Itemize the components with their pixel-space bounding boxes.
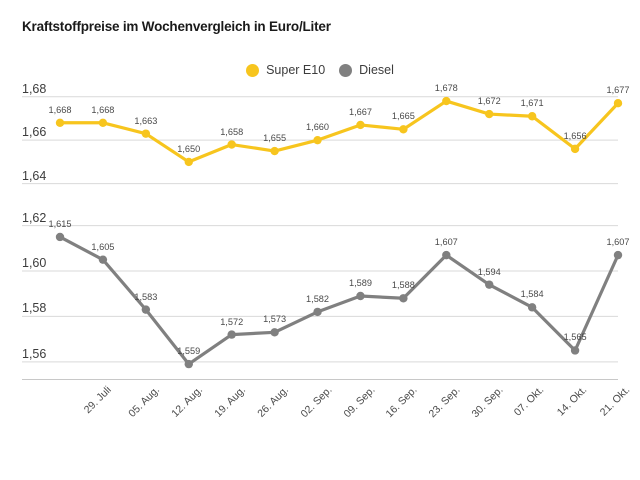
legend-label-super-e10: Super E10 [266, 63, 326, 77]
x-axis-tick-label: 16. Sep. [383, 384, 421, 421]
data-point[interactable] [313, 307, 322, 317]
series-line [58, 99, 620, 164]
data-point[interactable] [184, 157, 193, 167]
data-point-label: 1,573 [263, 314, 287, 325]
data-point-label: 1,660 [306, 122, 330, 133]
x-axis-tick-label: 09. Sep. [340, 384, 378, 421]
data-point-label: 1,572 [220, 316, 244, 327]
y-axis-tick-label: 1,62 [22, 210, 47, 225]
data-point-label: 1,667 [348, 106, 372, 117]
data-point[interactable] [399, 294, 408, 303]
x-axis-tick-label: 26. Aug. [254, 384, 291, 420]
data-point-label: 1,559 [177, 346, 201, 357]
x-axis-tick-label: 19. Aug. [212, 384, 248, 420]
data-point[interactable] [570, 346, 580, 355]
data-point-label: 1,663 [134, 115, 158, 126]
data-point-label: 1,605 [91, 241, 115, 252]
series-line [58, 235, 620, 366]
data-point[interactable] [141, 129, 151, 138]
data-point-label: 1,594 [477, 266, 501, 277]
data-point[interactable] [527, 303, 537, 312]
data-point-label: 1,668 [48, 104, 72, 115]
x-axis-tick-label: 29. Juli [81, 384, 114, 417]
y-axis-tick-label: 1,58 [22, 301, 47, 316]
data-point[interactable] [356, 291, 365, 301]
legend-label-diesel: Diesel [359, 63, 394, 77]
chart-legend: Super E10 Diesel [0, 63, 640, 77]
data-point[interactable] [613, 250, 623, 260]
data-point[interactable] [184, 359, 193, 369]
data-point-label: 1,665 [391, 111, 415, 122]
y-axis-tick-label: 1,56 [22, 346, 47, 361]
panel-diesel: 1,62 1,60 1,58 1,56 1,615 1,605 1,583 1,559 1,57… [0, 210, 640, 380]
panel-super-e10: 1,68 1,66 1,64 1,668 1,668 1,663 1,650 1,658 1,6… [0, 82, 640, 188]
x-axis-labels: 29. Juli 05. Aug. 12. Aug. 19. Aug. 26. Aug.… [0, 380, 640, 450]
data-point[interactable] [227, 140, 236, 149]
page-title: Kraftstoffpreise im Wochenvergleich in E… [22, 19, 331, 34]
x-axis-tick-label: 12. Aug. [169, 384, 205, 420]
data-point-label: 1,672 [477, 96, 501, 107]
data-point[interactable] [570, 144, 580, 154]
data-point[interactable] [613, 99, 623, 108]
data-point-label: 1,583 [134, 291, 158, 302]
data-point-label: 1,582 [306, 293, 330, 304]
data-point[interactable] [55, 118, 65, 127]
data-point-label: 1,668 [91, 104, 115, 115]
data-point[interactable] [270, 146, 279, 156]
data-point[interactable] [527, 112, 537, 121]
x-axis-tick-label: 30. Sep. [469, 384, 506, 421]
plot-area-diesel [22, 225, 623, 369]
data-point-label: 1,588 [391, 280, 415, 291]
data-point-label: 1,607 [606, 237, 630, 248]
x-axis-line [22, 379, 618, 380]
legend-item-super-e10[interactable]: Super E10 [246, 63, 325, 77]
x-axis-tick-label: 21. Okt. [597, 384, 633, 419]
x-axis-tick-label: 02. Sep. [298, 384, 335, 421]
data-point[interactable] [313, 135, 322, 145]
data-point-label: 1,615 [48, 218, 72, 229]
data-point[interactable] [399, 125, 408, 134]
data-point-label: 1,656 [563, 130, 587, 141]
data-point-label: 1,589 [348, 278, 372, 288]
legend-item-diesel[interactable]: Diesel [339, 63, 394, 77]
x-axis-tick-label: 05. Aug. [126, 384, 162, 420]
y-axis-tick-label: 1,60 [22, 256, 47, 271]
data-point[interactable] [442, 250, 451, 260]
circle-marker-icon [339, 63, 353, 77]
data-point-label: 1,607 [434, 237, 458, 248]
data-point-label: 1,565 [563, 332, 587, 343]
data-point-label: 1,658 [220, 126, 244, 137]
circle-marker-icon [246, 63, 260, 77]
data-point-label: 1,584 [520, 289, 544, 300]
data-point[interactable] [98, 255, 108, 264]
data-point[interactable] [270, 328, 279, 337]
data-point[interactable] [485, 280, 494, 289]
data-point-label: 1,678 [434, 83, 458, 94]
x-axis-tick-label: 07. Okt. [511, 384, 547, 419]
y-axis-tick-label: 1,68 [22, 81, 47, 96]
y-axis-tick-label: 1,66 [22, 125, 47, 140]
y-axis-tick-label: 1,64 [22, 168, 47, 183]
plot-area-super-e10 [22, 96, 623, 185]
data-point[interactable] [442, 96, 451, 106]
data-point-label: 1,655 [263, 133, 287, 144]
data-point[interactable] [98, 118, 108, 127]
data-point-label: 1,671 [520, 98, 544, 109]
data-point[interactable] [227, 330, 236, 339]
x-axis-tick-label: 23. Sep. [426, 384, 463, 421]
data-point[interactable] [55, 232, 65, 242]
data-point[interactable] [356, 120, 365, 130]
data-point-label: 1,650 [177, 143, 201, 154]
data-point-label: 1,677 [606, 85, 630, 96]
data-point[interactable] [141, 305, 151, 314]
x-axis-tick-label: 14. Okt. [554, 384, 590, 419]
data-point[interactable] [485, 109, 494, 119]
